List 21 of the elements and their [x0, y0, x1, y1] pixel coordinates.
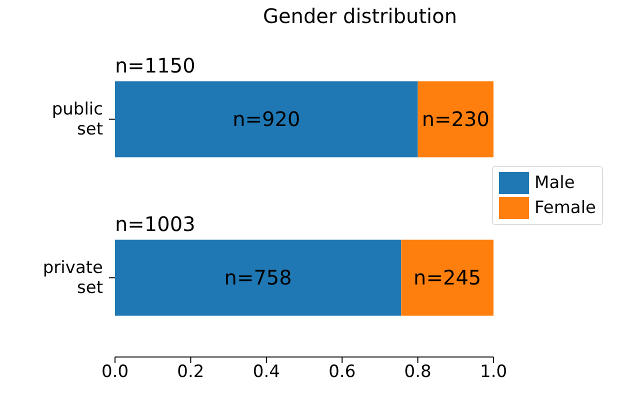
x-tick-label: 1.0 — [480, 362, 508, 382]
x-tick-label: 0.8 — [404, 362, 432, 382]
x-tick-label: 0.4 — [252, 362, 280, 382]
chart-title: Gender distribution — [262, 4, 458, 28]
annotation: n=920 — [232, 107, 300, 132]
bar — [115, 240, 402, 316]
x-tick-label: 0.0 — [101, 362, 129, 382]
bar — [115, 81, 418, 158]
legend-label: Male — [534, 173, 575, 193]
annotation: n=758 — [224, 266, 292, 290]
bar — [401, 240, 494, 316]
x-tick-label: 0.2 — [177, 362, 204, 382]
y-tick-label: private set — [42, 258, 104, 298]
x-tick-label: 0.6 — [328, 362, 356, 382]
legend-label: Female — [534, 198, 596, 218]
annotation: n=230 — [422, 107, 490, 132]
bar — [418, 81, 494, 158]
annotation: n=1150 — [115, 53, 196, 78]
annotation: n=1003 — [115, 212, 196, 236]
annotation: n=245 — [414, 266, 482, 290]
y-tick-label: public set — [52, 99, 104, 140]
